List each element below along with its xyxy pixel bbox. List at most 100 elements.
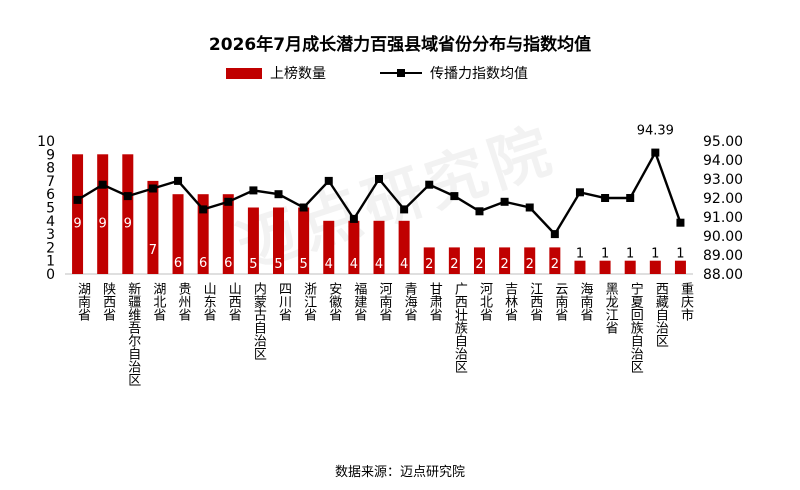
bar-value-label: 4 [350, 257, 358, 272]
bar-value-label: 4 [325, 257, 333, 272]
line-point [299, 203, 308, 212]
category-label: 贵州省 [176, 282, 192, 321]
bar-value-label: 2 [551, 257, 559, 272]
right-axis-tick-label: 88.00 [703, 267, 743, 283]
category-label: 安徽省 [326, 282, 342, 321]
category-label: 四川省 [276, 282, 292, 321]
left-axis-tick-label: 7 [46, 174, 55, 190]
category-label: 湖北省 [150, 282, 166, 321]
category-label: 宁夏回族自治区 [628, 281, 644, 373]
line-point [224, 197, 233, 206]
category-label: 河南省 [377, 282, 393, 321]
category-label: 重庆市 [678, 281, 694, 321]
bar [298, 207, 310, 274]
line-annotation: 94.39 [637, 124, 674, 139]
left-axis-tick-label: 5 [46, 201, 55, 217]
bar-value-label: 1 [626, 247, 634, 262]
category-label: 新疆维吾尔自治区 [125, 281, 141, 386]
bar-value-label: 9 [124, 216, 132, 231]
bar [423, 247, 435, 274]
bar [524, 247, 536, 274]
category-label: 内蒙古自治区 [251, 281, 267, 360]
bar [222, 194, 234, 274]
bar-value-label: 5 [299, 257, 307, 272]
right-axis-tick-label: 95.00 [703, 134, 743, 150]
line-point [274, 190, 283, 199]
bar [574, 260, 586, 274]
line-point [575, 188, 584, 197]
category-label: 陕西省 [100, 282, 116, 321]
left-axis-tick-label: 6 [46, 187, 55, 203]
legend-bar-label: 上榜数量 [270, 66, 326, 82]
bar-value-label: 1 [601, 247, 609, 262]
legend-item-bar: 上榜数量 [226, 63, 326, 83]
bar [97, 154, 109, 274]
category-label: 西藏自治区 [653, 282, 669, 347]
left-axis-tick-label: 3 [46, 227, 55, 243]
bar-value-label: 2 [450, 257, 458, 272]
category-label: 青海省 [402, 282, 418, 321]
bar-value-label: 1 [576, 247, 584, 262]
left-axis-tick-label: 0 [46, 267, 55, 283]
category-label: 湖南省 [75, 282, 91, 321]
category-label: 山东省 [201, 282, 217, 321]
bar-value-label: 2 [500, 257, 508, 272]
left-axis-tick-label: 4 [46, 214, 55, 230]
bar [172, 194, 184, 274]
line-point [148, 184, 157, 193]
bar [549, 247, 561, 274]
bar [122, 154, 134, 274]
bar-value-label: 6 [224, 256, 232, 271]
chart-title: 2026年7月成长潜力百强县域省份分布与指数均值 [208, 35, 592, 55]
left-axis-tick-label: 8 [46, 161, 55, 177]
bar [72, 154, 84, 274]
category-label: 河北省 [477, 282, 493, 321]
bar-value-label: 7 [149, 243, 157, 258]
category-label: 广西壮族自治区 [452, 282, 468, 373]
legend: 上榜数量 传播力指数均值 [0, 63, 800, 85]
bar [348, 220, 360, 274]
bar [323, 220, 335, 274]
line-point [324, 176, 333, 185]
legend-line-label: 传播力指数均值 [430, 66, 528, 82]
line-point [199, 205, 208, 214]
line-point [676, 218, 685, 227]
category-label: 浙江省 [301, 282, 317, 321]
line-point [123, 192, 132, 201]
legend-line-swatch [380, 66, 422, 80]
line-point [601, 194, 610, 202]
category-label: 黑龙江省 [603, 282, 619, 334]
right-axis-tick-label: 89.00 [703, 248, 743, 264]
bar [473, 247, 485, 274]
line-point [450, 192, 459, 201]
category-label: 江西省 [527, 282, 543, 321]
line-point [98, 180, 107, 189]
right-axis-tick-label: 91.00 [703, 210, 743, 226]
right-axis-tick-label: 90.00 [703, 229, 743, 245]
bar [373, 220, 385, 274]
legend-item-line: 传播力指数均值 [380, 63, 528, 83]
line-point [174, 176, 183, 185]
bar [599, 260, 611, 274]
bar-value-label: 2 [526, 257, 534, 272]
bar-value-label: 1 [651, 247, 659, 262]
category-label: 甘肃省 [427, 282, 443, 321]
bar [674, 260, 686, 274]
line-point [651, 148, 660, 157]
legend-bar-swatch [226, 67, 262, 79]
category-label: 云南省 [552, 282, 568, 321]
bar-value-label: 6 [174, 256, 182, 271]
right-axis-tick-label: 94.00 [703, 153, 743, 169]
left-axis-tick-label: 9 [46, 147, 55, 163]
bar-value-label: 5 [274, 257, 282, 272]
bar [147, 180, 159, 274]
bar-value-label: 6 [199, 256, 207, 271]
left-axis-tick-label: 2 [46, 240, 55, 256]
line-point [73, 195, 82, 204]
right-axis-tick-label: 92.00 [703, 191, 743, 207]
right-axis-tick-label: 93.00 [703, 172, 743, 188]
left-axis-tick-label: 1 [46, 254, 55, 270]
bar-value-label: 9 [99, 216, 107, 231]
bar [649, 260, 661, 274]
bar [624, 260, 636, 274]
